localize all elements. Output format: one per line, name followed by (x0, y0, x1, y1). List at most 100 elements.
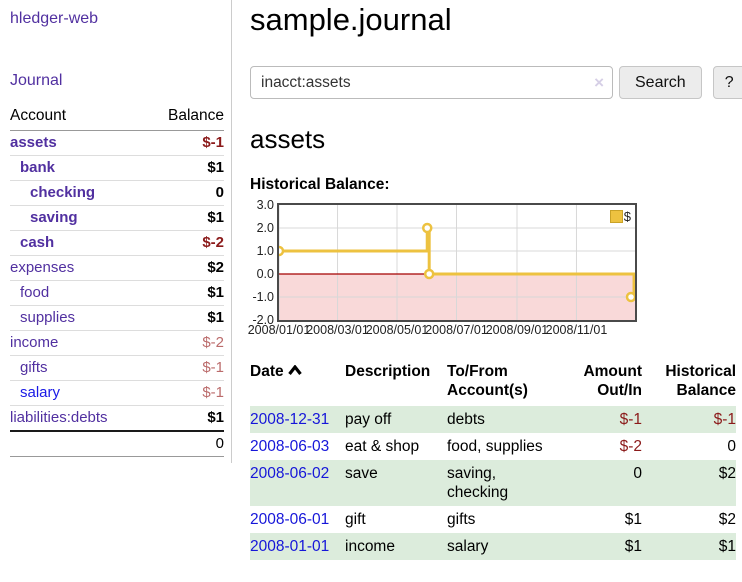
transaction-amount: $-1 (619, 411, 642, 428)
transaction-accounts: saving, checking (447, 465, 509, 501)
x-tick-label: 2008/05/01 (365, 323, 429, 337)
transaction-description: pay off (345, 411, 392, 428)
app-title-link[interactable]: hledger-web (10, 10, 99, 27)
y-tick-label: 3.0 (256, 198, 274, 212)
transaction-row[interactable]: 2008-06-01 gift gifts $1 $2 (250, 506, 736, 533)
search-form: × Search ? (250, 66, 742, 99)
legend-label: $ (623, 209, 631, 224)
page-title: sample.journal (250, 2, 452, 37)
transaction-date-link[interactable]: 2008-12-31 (250, 411, 330, 428)
account-row: cash $-2 (10, 230, 224, 256)
transaction-balance: $2 (718, 511, 736, 528)
account-row: bank $1 (10, 155, 224, 181)
account-row: saving $1 (10, 205, 224, 231)
transaction-date-link[interactable]: 2008-06-02 (250, 465, 330, 482)
account-balance: $-1 (145, 380, 224, 406)
search-input[interactable] (250, 66, 613, 99)
transaction-description: save (345, 465, 378, 482)
x-tick-label: 2008/11/01 (545, 323, 608, 337)
historical-balance-chart: 3.0 2.0 1.0 0.0 -1.0 -2.0 $ 2008/01/01 2008/03… (246, 199, 742, 338)
register-header-balance: Historical Balance (665, 363, 736, 399)
account-row: checking 0 (10, 180, 224, 206)
register-header-amount: Amount Out/In (583, 363, 642, 399)
account-link[interactable]: supplies (20, 309, 76, 326)
chart-plot-area: $ (277, 203, 637, 322)
register-table-body: 2008-12-31 pay off debts $-1 $-1 2008-06-03 ea… (250, 406, 736, 560)
transaction-balance: $1 (718, 538, 736, 555)
chart-y-axis: 3.0 2.0 1.0 0.0 -1.0 -2.0 (246, 199, 277, 327)
account-row: salary $-1 (10, 380, 224, 406)
y-tick-label: 0.0 (256, 267, 274, 281)
chart-legend: $ (609, 209, 631, 224)
transaction-balance: $-1 (713, 411, 736, 428)
transaction-description: income (345, 538, 395, 555)
search-button[interactable]: Search (619, 66, 702, 99)
register-header-accounts: To/From Account(s) (447, 363, 528, 399)
account-link[interactable]: saving (30, 209, 78, 226)
account-balance: $1 (145, 205, 224, 231)
transaction-amount: $1 (624, 538, 642, 555)
clear-search-icon[interactable]: × (594, 73, 604, 92)
account-link[interactable]: checking (30, 184, 96, 201)
y-tick-label: 2.0 (256, 221, 274, 235)
accounts-total-row: 0 (10, 430, 224, 457)
account-balance: $-2 (145, 230, 224, 256)
account-balance: $1 (145, 155, 224, 181)
account-balance: $1 (145, 305, 224, 331)
account-link[interactable]: assets (10, 134, 57, 151)
accounts-table-body: assets $-1 bank $1 checking 0 saving $1 cash $-2 e… (10, 130, 224, 432)
account-balance: $2 (145, 255, 224, 281)
account-link[interactable]: cash (20, 234, 55, 251)
sidebar-item-journal[interactable]: Journal (10, 72, 63, 89)
account-row: expenses $2 (10, 255, 224, 281)
account-row: liabilities:debts $1 (10, 405, 224, 432)
account-balance: $-1 (145, 355, 224, 381)
register-header-description: Description (345, 363, 431, 380)
chart-svg (279, 205, 635, 320)
sort-ascending-icon (287, 365, 302, 375)
y-tick-label: -1.0 (252, 290, 274, 304)
chart-title: Historical Balance: (250, 176, 390, 193)
transaction-accounts: food, supplies (447, 438, 543, 455)
main-content: sample.journal × Search ? assets Histori… (232, 0, 742, 560)
account-link[interactable]: bank (20, 159, 56, 176)
transaction-date-link[interactable]: 2008-06-01 (250, 511, 330, 528)
transaction-accounts: debts (447, 411, 485, 428)
accounts-table: Account Balance assets $-1 bank $1 checking 0… (10, 104, 224, 457)
account-link[interactable]: expenses (10, 259, 75, 276)
account-balance: 0 (145, 180, 224, 206)
transaction-row[interactable]: 2008-01-01 income salary $1 $1 (250, 533, 736, 560)
transaction-description: eat & shop (345, 438, 420, 455)
account-link[interactable]: food (20, 284, 50, 301)
sidebar: hledger-web Journal Account Balance asse… (0, 0, 232, 463)
account-link[interactable]: income (10, 334, 59, 351)
x-tick-label: 2008/07/01 (425, 323, 488, 337)
accounts-header-account: Account (10, 104, 146, 131)
accounts-total-value: 0 (145, 430, 224, 457)
transaction-date-link[interactable]: 2008-01-01 (250, 538, 330, 555)
help-button[interactable]: ? (712, 66, 742, 99)
page: hledger-web Journal Account Balance asse… (0, 0, 742, 560)
transaction-row[interactable]: 2008-06-03 eat & shop food, supplies $-2 0 (250, 433, 736, 460)
account-link[interactable]: gifts (20, 359, 48, 376)
transaction-row[interactable]: 2008-12-31 pay off debts $-1 $-1 (250, 406, 736, 433)
x-tick-label: 2008/01/01 (247, 323, 311, 337)
transaction-row[interactable]: 2008-06-02 save saving, checking 0 $2 (250, 460, 736, 506)
legend-swatch-icon (609, 210, 623, 223)
transaction-date-link[interactable]: 2008-06-03 (250, 438, 330, 455)
register-header-date[interactable]: Date (250, 360, 345, 406)
accounts-header-balance: Balance (145, 104, 224, 131)
transaction-balance: $2 (718, 465, 736, 482)
account-balance: $-1 (145, 130, 224, 156)
account-link[interactable]: liabilities:debts (10, 409, 108, 426)
register-table: Date Description To/From Account(s) Amou… (250, 360, 736, 560)
account-link[interactable]: salary (20, 384, 61, 401)
register-header-row: Date Description To/From Account(s) Amou… (250, 360, 736, 406)
transaction-description: gift (345, 511, 366, 528)
x-tick-label: 2008/09/01 (485, 323, 549, 337)
y-tick-label: -2.0 (252, 313, 274, 327)
account-balance: $-2 (145, 330, 224, 356)
account-row: income $-2 (10, 330, 224, 356)
account-row: supplies $1 (10, 305, 224, 331)
account-row: gifts $-1 (10, 355, 224, 381)
